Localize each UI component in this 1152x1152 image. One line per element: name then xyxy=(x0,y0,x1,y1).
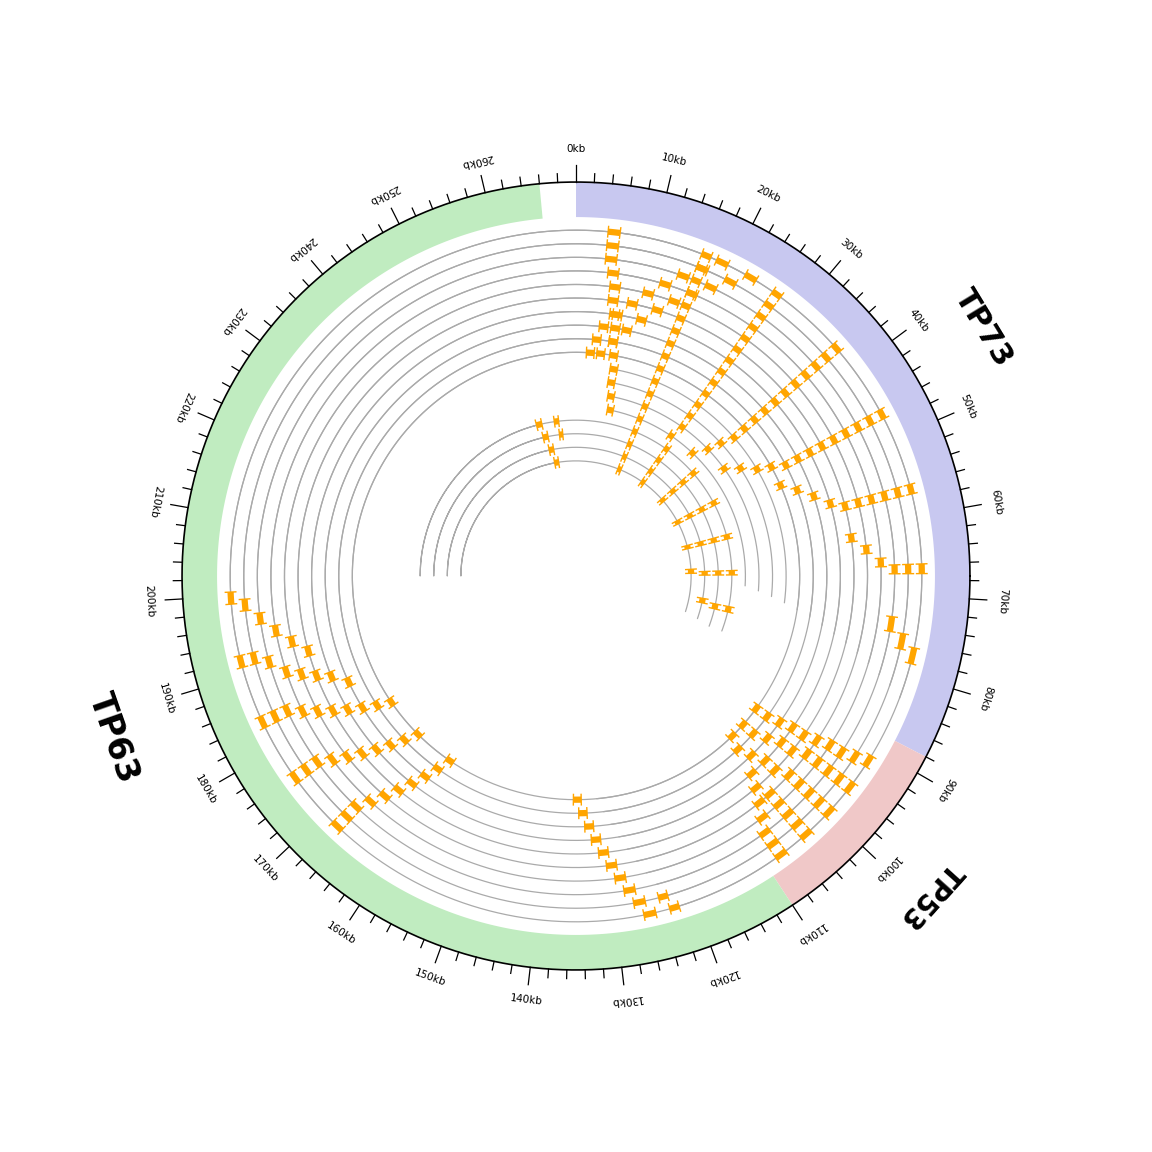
Text: 20kb: 20kb xyxy=(753,184,781,205)
Polygon shape xyxy=(182,184,793,970)
Text: 30kb: 30kb xyxy=(838,236,864,260)
Text: 260kb: 260kb xyxy=(461,152,494,169)
Text: 230kb: 230kb xyxy=(220,305,247,336)
Text: TP63: TP63 xyxy=(82,689,144,788)
Text: 150kb: 150kb xyxy=(412,968,447,987)
Text: 120kb: 120kb xyxy=(705,968,740,987)
Text: 80kb: 80kb xyxy=(977,684,994,712)
Text: 40kb: 40kb xyxy=(907,308,931,334)
Text: 90kb: 90kb xyxy=(935,776,957,803)
Text: TP73: TP73 xyxy=(949,283,1018,372)
Text: 60kb: 60kb xyxy=(990,488,1003,515)
Text: 110kb: 110kb xyxy=(795,919,827,946)
Text: 210kb: 210kb xyxy=(147,485,162,518)
Text: 160kb: 160kb xyxy=(325,919,357,946)
Polygon shape xyxy=(773,741,926,905)
Text: 130kb: 130kb xyxy=(609,993,643,1007)
Text: 170kb: 170kb xyxy=(250,854,280,885)
Text: 70kb: 70kb xyxy=(996,588,1008,614)
Text: 100kb: 100kb xyxy=(872,854,902,885)
Text: 50kb: 50kb xyxy=(958,393,978,420)
Polygon shape xyxy=(576,182,970,757)
Text: 220kb: 220kb xyxy=(173,389,195,424)
Text: 180kb: 180kb xyxy=(194,773,219,806)
Text: 0kb: 0kb xyxy=(567,144,585,153)
Text: 250kb: 250kb xyxy=(367,182,401,206)
Text: 240kb: 240kb xyxy=(286,235,317,263)
Text: 190kb: 190kb xyxy=(158,682,176,715)
Text: 140kb: 140kb xyxy=(509,993,543,1007)
Text: 200kb: 200kb xyxy=(144,584,156,617)
Text: 10kb: 10kb xyxy=(661,152,688,168)
Text: TP53: TP53 xyxy=(894,857,967,933)
